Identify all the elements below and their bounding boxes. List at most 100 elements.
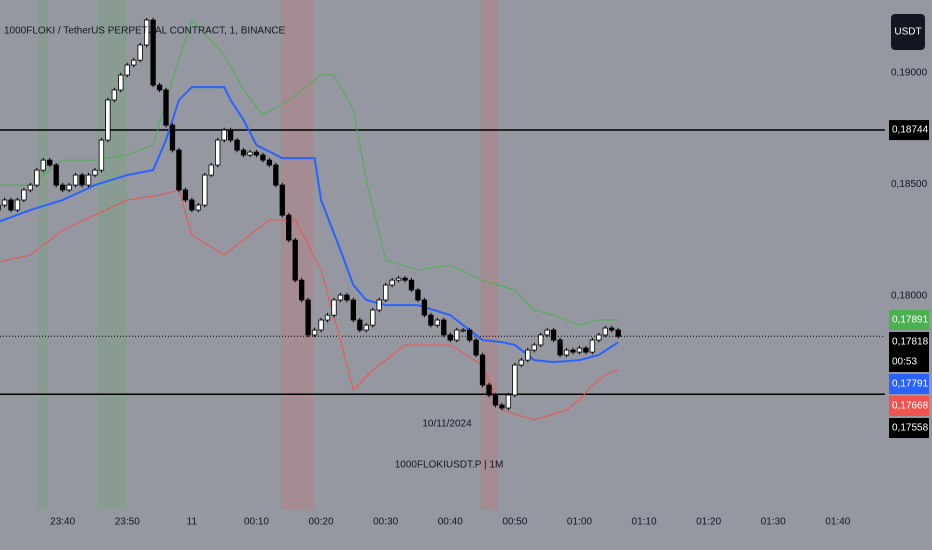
candle-body: [118, 74, 124, 91]
candle-body: [40, 159, 46, 171]
candle-body: [609, 327, 615, 331]
candle-body: [124, 64, 130, 76]
candle-body: [376, 299, 382, 311]
candle-body: [350, 299, 357, 321]
candle-body: [143, 19, 150, 46]
candle-body: [59, 184, 66, 191]
x-tick-label: 23:50: [115, 517, 140, 528]
candle-body: [163, 89, 169, 126]
candle-body: [428, 314, 434, 326]
indicator-line: [0, 19, 619, 326]
axis-layer: 23:40 23:50 11 00:10 00:20 00:30 00:40 00:50 01:…: [50, 68, 929, 528]
candle-body: [563, 349, 570, 356]
candle-body: [382, 284, 389, 301]
candle-body: [441, 319, 447, 336]
x-tick-label: 00:10: [244, 517, 269, 528]
candle-body: [150, 19, 156, 86]
price-label-box: [889, 310, 929, 331]
candle-body: [202, 174, 208, 206]
candle-body: [215, 139, 221, 166]
currency-button[interactable]: [891, 14, 925, 50]
y-tick-label: 0,18500: [891, 179, 928, 190]
candle-body: [311, 329, 318, 336]
price-label: 0,17891: [892, 315, 929, 326]
x-tick-label: 00:40: [438, 517, 463, 528]
price-label: 0,18744: [892, 125, 929, 136]
candle-body: [53, 164, 59, 186]
candle-body: [8, 199, 14, 211]
candle-body: [189, 199, 195, 211]
candle-body: [415, 289, 421, 301]
candle-body: [525, 349, 531, 361]
candle-body: [27, 184, 34, 191]
candle-body: [85, 174, 92, 186]
price-label-box: [889, 332, 929, 353]
currency-button-label[interactable]: USDT: [894, 27, 921, 38]
price-label-box: [889, 396, 929, 417]
candle-body: [576, 347, 583, 353]
candle-body: [273, 164, 279, 186]
candle-body: [486, 384, 492, 396]
candle-body: [370, 309, 376, 326]
candle-body: [421, 299, 428, 316]
candle-body: [79, 174, 85, 186]
candle-body: [247, 151, 253, 156]
candle-body: [169, 124, 176, 151]
price-label: 0,17818: [892, 337, 929, 348]
candle-body: [182, 189, 189, 201]
candle-body: [131, 59, 137, 66]
candle-body: [570, 349, 576, 353]
candle-body: [518, 359, 524, 366]
x-tick-label: 00:50: [502, 517, 527, 528]
candle-body: [344, 294, 350, 301]
candle-body: [447, 334, 453, 341]
indicator-line: [0, 86, 619, 364]
x-tick-label: 01:30: [761, 517, 786, 528]
price-label-box: [889, 120, 929, 141]
candle-body: [266, 159, 273, 166]
candle-body: [538, 334, 544, 346]
candle-body: [176, 149, 182, 191]
candle-body: [279, 184, 285, 216]
y-tick-label: 0,18000: [891, 290, 928, 301]
candle-body: [105, 99, 111, 141]
candle-body: [47, 159, 53, 166]
candle-body: [260, 154, 266, 161]
candle-body: [21, 189, 27, 201]
candle-body: [512, 364, 518, 396]
candle-body: [615, 329, 621, 337]
candle-body: [318, 319, 324, 331]
candle-body: [505, 394, 512, 409]
price-label-box: [889, 374, 929, 395]
candle-body: [531, 344, 537, 351]
candle-body: [479, 354, 486, 386]
price-label: 0,17668: [892, 401, 929, 412]
candle-body: [389, 279, 395, 286]
candle-body: [234, 139, 240, 151]
x-tick-label: 01:20: [696, 517, 721, 528]
candle-body: [156, 84, 163, 91]
x-tick-label: 00:20: [309, 517, 334, 528]
candle-body: [434, 319, 440, 326]
candle-body: [583, 347, 589, 353]
candle-body: [473, 339, 479, 356]
candle-body: [363, 324, 369, 331]
candle-layer: [0, 17, 621, 411]
indicator-line: [0, 189, 619, 421]
candle-body: [305, 299, 311, 336]
candle-body: [324, 314, 331, 321]
candle-body: [357, 319, 363, 331]
x-tick-label: 01:10: [632, 517, 657, 528]
countdown-box: [889, 352, 929, 373]
x-tick-label: 11: [187, 517, 198, 528]
candle-body: [240, 149, 247, 156]
candle-body: [72, 174, 79, 186]
candle-body: [227, 129, 234, 141]
candle-body: [221, 129, 227, 141]
countdown-label: 00:53: [892, 357, 917, 368]
candle-body: [92, 169, 98, 176]
price-label: 0,17791: [892, 379, 929, 390]
candle-body: [589, 339, 596, 353]
